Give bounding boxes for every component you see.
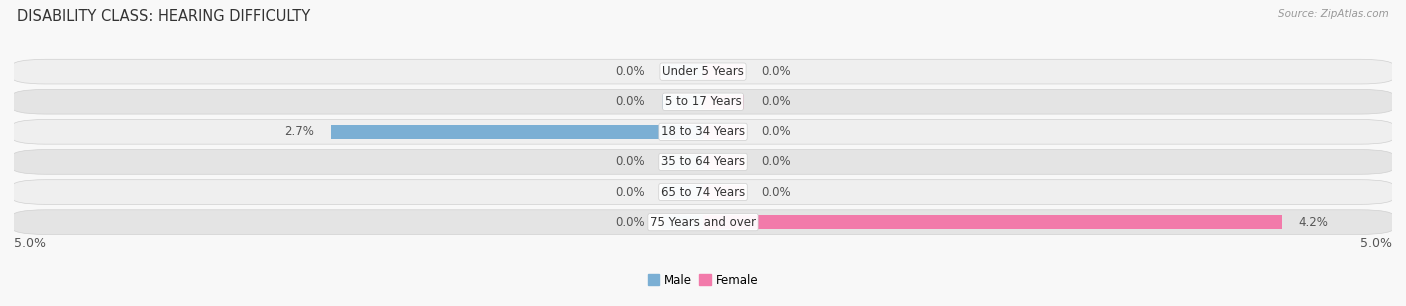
Text: 0.0%: 0.0% <box>616 95 645 108</box>
FancyBboxPatch shape <box>11 119 1395 144</box>
Text: 18 to 34 Years: 18 to 34 Years <box>661 125 745 138</box>
Text: 5 to 17 Years: 5 to 17 Years <box>665 95 741 108</box>
FancyBboxPatch shape <box>11 150 1395 174</box>
Text: 5.0%: 5.0% <box>14 237 46 250</box>
Text: 0.0%: 0.0% <box>761 125 790 138</box>
Text: DISABILITY CLASS: HEARING DIFFICULTY: DISABILITY CLASS: HEARING DIFFICULTY <box>17 9 311 24</box>
Text: 0.0%: 0.0% <box>616 155 645 168</box>
Bar <box>662 215 703 230</box>
Text: 2.7%: 2.7% <box>284 125 315 138</box>
FancyBboxPatch shape <box>11 59 1395 84</box>
Text: 0.0%: 0.0% <box>616 65 645 78</box>
Text: 4.2%: 4.2% <box>1298 216 1329 229</box>
Text: 75 Years and over: 75 Years and over <box>650 216 756 229</box>
Text: 0.0%: 0.0% <box>761 155 790 168</box>
FancyBboxPatch shape <box>11 89 1395 114</box>
Bar <box>662 64 703 79</box>
Text: 0.0%: 0.0% <box>761 185 790 199</box>
Text: 0.0%: 0.0% <box>616 216 645 229</box>
Text: Source: ZipAtlas.com: Source: ZipAtlas.com <box>1278 9 1389 19</box>
Bar <box>703 125 744 139</box>
Legend: Male, Female: Male, Female <box>643 269 763 292</box>
Bar <box>703 185 744 199</box>
Bar <box>703 64 744 79</box>
Text: 0.0%: 0.0% <box>616 185 645 199</box>
Bar <box>703 95 744 109</box>
Text: 0.0%: 0.0% <box>761 65 790 78</box>
Text: Under 5 Years: Under 5 Years <box>662 65 744 78</box>
Bar <box>703 155 744 169</box>
Bar <box>330 125 703 139</box>
FancyBboxPatch shape <box>11 180 1395 204</box>
Text: 35 to 64 Years: 35 to 64 Years <box>661 155 745 168</box>
Text: 0.0%: 0.0% <box>761 95 790 108</box>
Text: 5.0%: 5.0% <box>1360 237 1392 250</box>
Text: 65 to 74 Years: 65 to 74 Years <box>661 185 745 199</box>
Bar <box>662 185 703 199</box>
Bar <box>662 155 703 169</box>
Bar <box>662 95 703 109</box>
Bar <box>703 215 1282 230</box>
FancyBboxPatch shape <box>11 210 1395 234</box>
